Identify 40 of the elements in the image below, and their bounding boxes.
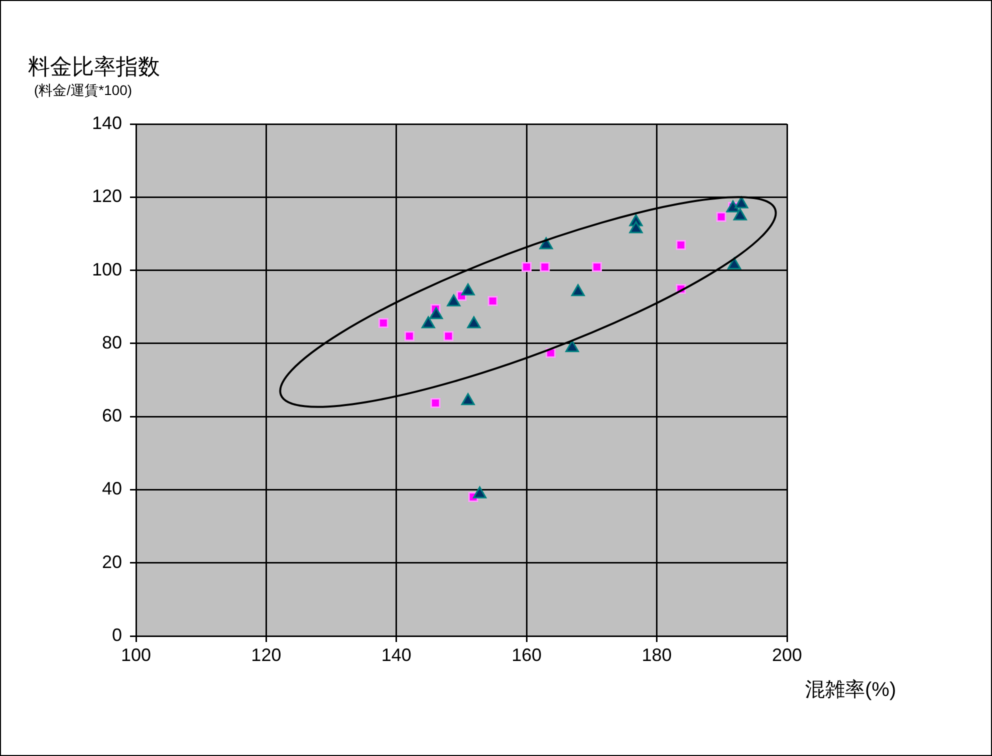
point	[430, 398, 440, 408]
x-tick-label: 100	[120, 644, 152, 665]
y-tick-label: 20	[102, 552, 122, 572]
point	[716, 212, 726, 222]
point	[565, 340, 579, 352]
point	[488, 296, 498, 306]
point	[461, 393, 475, 406]
point	[467, 316, 481, 328]
y-tick-label: 100	[92, 259, 122, 280]
point	[461, 283, 475, 296]
point	[443, 331, 454, 342]
y-tick-label: 80	[102, 332, 122, 352]
point	[421, 316, 436, 328]
x-tick-label: 120	[251, 644, 282, 665]
chart-subtitle: (料金/運賃*100)	[34, 82, 132, 100]
x-tick-label: 200	[772, 644, 802, 665]
y-tick-label: 0	[112, 624, 122, 645]
chart-title: 料金比率指数	[28, 53, 160, 81]
y-tick-label: 140	[92, 112, 122, 133]
x-tick-label: 160	[512, 644, 542, 665]
point	[522, 262, 532, 272]
point	[539, 237, 553, 250]
x-axis-title: 混雑率(%)	[805, 678, 896, 703]
point	[676, 240, 686, 250]
point	[733, 208, 747, 220]
point	[404, 331, 414, 342]
point	[540, 262, 550, 272]
y-tick-label: 60	[102, 406, 122, 426]
x-tick-label: 140	[381, 644, 412, 665]
y-tick-label: 120	[92, 186, 122, 206]
x-tick-label: 180	[642, 644, 672, 665]
point	[378, 318, 388, 328]
point	[629, 221, 643, 234]
point	[727, 257, 742, 270]
point	[592, 262, 602, 272]
point	[429, 307, 443, 320]
point	[734, 196, 748, 208]
point	[571, 284, 585, 296]
point	[446, 294, 460, 306]
y-tick-label: 40	[102, 478, 122, 499]
